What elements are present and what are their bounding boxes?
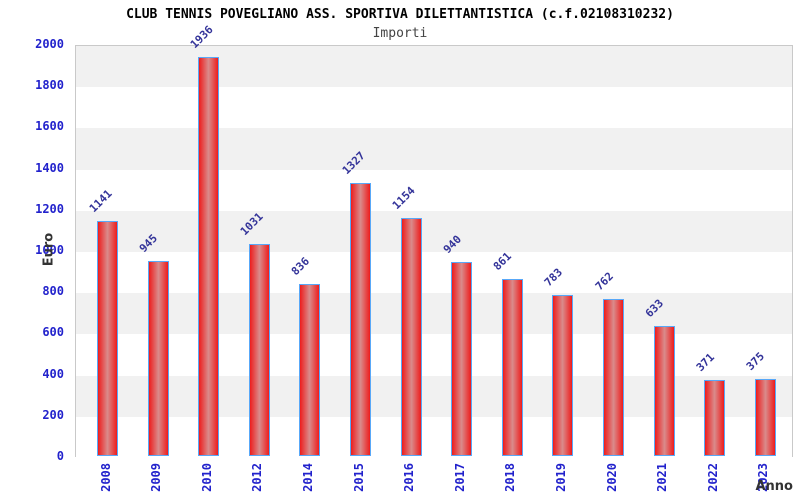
bar-2018 — [501, 278, 523, 456]
y-tick-label: 0 — [56, 449, 64, 463]
x-tick-label: 2016 — [402, 463, 417, 492]
y-tick-label: 200 — [42, 407, 64, 422]
bar-2020 — [603, 299, 624, 456]
y-tick-label: 1000 — [35, 243, 64, 257]
x-tick-label: 2018 — [503, 463, 518, 492]
x-tick-label: 2021 — [655, 463, 670, 492]
x-tick-label: 2012 — [250, 463, 265, 492]
y-tick-label: 400 — [42, 366, 64, 381]
bar-2009 — [147, 261, 169, 456]
plot-band — [76, 210, 792, 252]
bar-2023 — [754, 378, 776, 456]
x-axis-title: Anno — [755, 479, 793, 494]
plot-band — [76, 293, 792, 335]
plot-band — [76, 375, 792, 417]
x-tick-label: 2014 — [300, 463, 315, 492]
bar-2015 — [350, 182, 371, 456]
y-tick-label: 1400 — [35, 160, 64, 175]
y-tick-label: 1600 — [35, 119, 64, 134]
plot-band — [76, 252, 792, 294]
plot-band — [76, 334, 792, 376]
y-axis-title: Euro — [41, 232, 57, 267]
bar-2012 — [248, 243, 270, 456]
x-tick-label: 2022 — [705, 463, 720, 492]
bar-2008 — [97, 220, 118, 456]
bar-2010 — [198, 57, 220, 456]
chart-title: CLUB TENNIS POVEGLIANO ASS. SPORTIVA DIL… — [126, 7, 674, 22]
plot-band — [76, 46, 792, 88]
y-tick-label: 800 — [42, 284, 64, 299]
plot-band — [76, 87, 792, 129]
y-tick-label: 1800 — [35, 78, 64, 93]
chart-subtitle: Importi — [372, 26, 428, 41]
y-tick-label: 600 — [42, 325, 64, 340]
x-tick-label: 2008 — [98, 463, 113, 492]
x-tick-label: 2017 — [452, 463, 467, 492]
bar-2019 — [552, 294, 574, 456]
bar-2016 — [400, 218, 422, 456]
plot-band — [76, 416, 792, 458]
y-tick-label: 1200 — [35, 201, 64, 216]
plot-band — [76, 128, 792, 170]
plot-area: 1141 945 1936 1031 836 1327 1154 940 861 783 762 63… — [75, 23, 793, 458]
bar-2017 — [451, 262, 473, 456]
bar-2014 — [299, 283, 321, 456]
x-tick-label: 2019 — [553, 463, 568, 492]
x-tick-label: 2010 — [199, 463, 214, 492]
x-tick-label: 2009 — [149, 463, 164, 492]
y-tick-label: 2000 — [35, 37, 64, 51]
bar-2021 — [653, 325, 675, 456]
x-tick-label: 2015 — [351, 463, 366, 492]
plot-band — [76, 169, 792, 211]
bar-2022 — [704, 379, 726, 456]
x-tick-label: 2020 — [604, 463, 619, 492]
